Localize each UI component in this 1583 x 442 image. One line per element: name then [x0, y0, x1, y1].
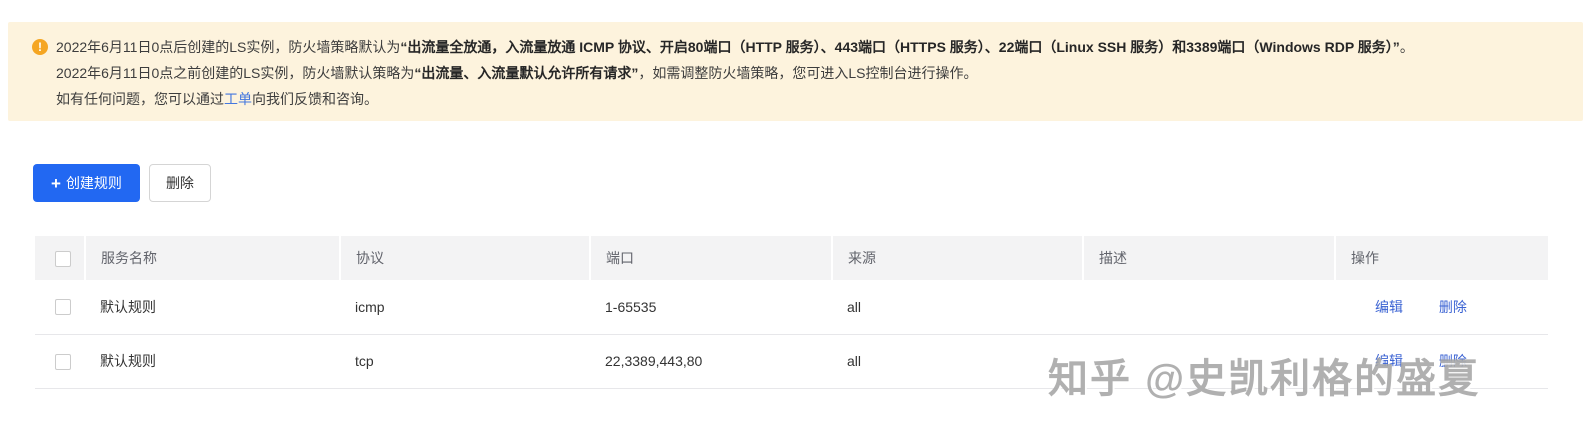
cell-source: all [832, 280, 1083, 335]
firewall-rules-table: 服务名称 协议 端口 来源 描述 操作 默认规则 icmp 1-65535 al… [35, 236, 1548, 389]
notice-line-2: 2022年6月11日0点之前创建的LS实例，防火墙默认策略为“出流量、入流量默认… [56, 60, 1559, 86]
cell-service-name: 默认规则 [85, 280, 340, 335]
row-checkbox[interactable] [55, 299, 71, 316]
cell-protocol: tcp [340, 334, 590, 389]
delete-button[interactable]: 删除 [148, 164, 211, 202]
notice-line2-bold: “出流量、入流量默认允许所有请求” [414, 65, 639, 81]
edit-link[interactable]: 编辑 [1375, 298, 1403, 315]
header-description: 描述 [1082, 236, 1335, 280]
create-rule-button[interactable]: + 创建规则 [33, 164, 140, 202]
header-operation: 操作 [1334, 236, 1548, 280]
notice-line3-suffix: 向我们反馈和咨询。 [252, 91, 378, 107]
row-checkbox[interactable] [55, 353, 71, 370]
plus-icon: + [51, 173, 61, 193]
notice-line1-text: 2022年6月11日0点后创建的LS实例，防火墙策略默认为 [56, 39, 401, 55]
table-row: 默认规则 tcp 22,3389,443,80 all 编辑 删除 [35, 334, 1548, 389]
header-checkbox-cell [35, 236, 85, 280]
header-service-name: 服务名称 [84, 236, 340, 280]
delete-link[interactable]: 删除 [1438, 298, 1467, 315]
notice-line1-bold: “出流量全放通，入流量放通 ICMP 协议、开启80端口（HTTP 服务）、44… [400, 39, 1400, 55]
firewall-notice-banner: ! 2022年6月11日0点后创建的LS实例，防火墙策略默认为“出流量全放通，入… [8, 22, 1583, 121]
cell-source: all [832, 334, 1083, 389]
create-rule-label: 创建规则 [65, 175, 122, 191]
cell-actions: 编辑 删除 [1335, 334, 1548, 389]
ticket-link[interactable]: 工单 [224, 91, 252, 107]
header-source: 来源 [831, 236, 1083, 280]
table-header-row: 服务名称 协议 端口 来源 描述 操作 [35, 236, 1548, 280]
rules-toolbar: + 创建规则 删除 [33, 164, 211, 202]
notice-line3-text: 如有任何问题，您可以通过 [56, 91, 224, 107]
delete-label: 删除 [165, 175, 194, 191]
notice-line1-suffix: 。 [1399, 39, 1414, 55]
edit-link[interactable]: 编辑 [1375, 353, 1403, 369]
header-port: 端口 [589, 236, 832, 280]
row-checkbox-cell [35, 334, 85, 389]
row-checkbox-cell [35, 280, 85, 335]
notice-line-3: 如有任何问题，您可以通过工单向我们反馈和咨询。 [56, 86, 1559, 112]
header-protocol: 协议 [339, 236, 590, 280]
cell-description [1083, 280, 1335, 335]
table-row: 默认规则 icmp 1-65535 all 编辑 删除 [35, 280, 1548, 335]
notice-line2-text: 2022年6月11日0点之前创建的LS实例，防火墙默认策略为 [56, 65, 415, 81]
delete-link[interactable]: 删除 [1438, 353, 1467, 369]
notice-line2-suffix: ，如需调整防火墙策略，您可进入LS控制台进行操作。 [638, 65, 978, 81]
cell-description [1083, 334, 1335, 389]
notice-line-1: 2022年6月11日0点后创建的LS实例，防火墙策略默认为“出流量全放通，入流量… [56, 34, 1559, 60]
cell-protocol: icmp [340, 280, 590, 335]
cell-port: 22,3389,443,80 [590, 334, 832, 389]
cell-service-name: 默认规则 [85, 334, 340, 389]
cell-port: 1-65535 [590, 280, 832, 335]
cell-actions: 编辑 删除 [1335, 280, 1548, 335]
select-all-checkbox[interactable] [55, 250, 71, 267]
warning-icon: ! [32, 39, 48, 55]
